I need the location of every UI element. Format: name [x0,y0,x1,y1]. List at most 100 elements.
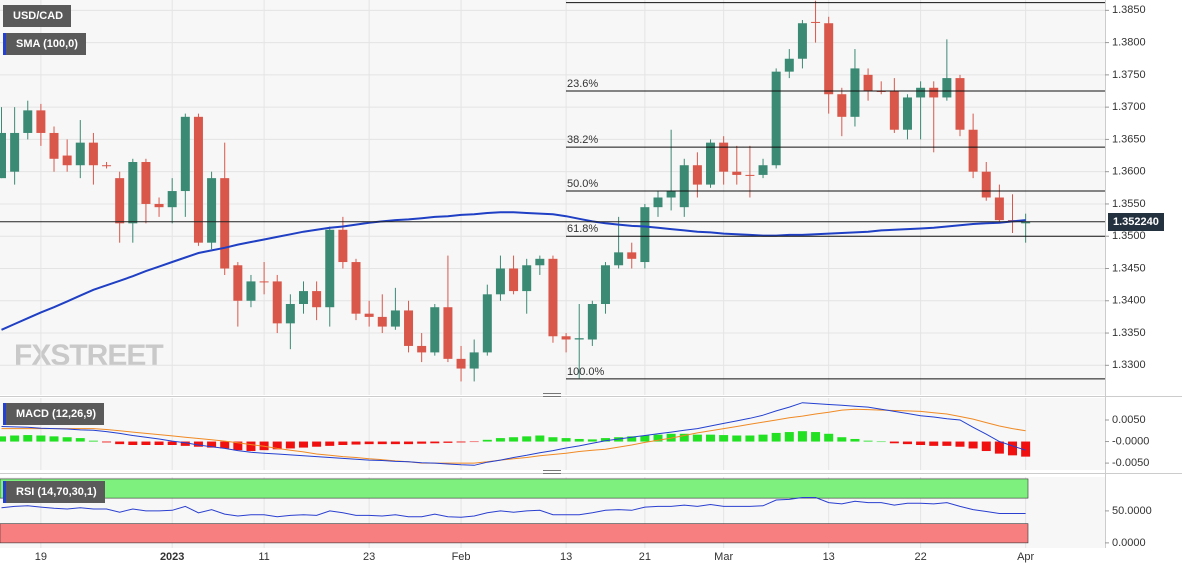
histogram-bar [653,434,663,442]
histogram-bar [10,435,20,442]
candle-body [75,142,85,166]
histogram-bar [285,441,295,449]
candle-body [207,178,217,243]
histogram-bar [837,437,847,442]
candle-body [640,207,650,263]
candle-body [548,258,558,337]
candle-body [377,316,387,327]
y-tick-label: 1.3700 [1112,101,1146,113]
candle-body [797,23,807,59]
candle-body [522,265,532,292]
candle-body [259,281,269,283]
y-tick-label: 0.0050 [1112,414,1146,426]
fib-label: 50.0% [567,178,598,190]
candle-body [430,307,440,353]
histogram-bar [233,441,243,451]
histogram-bar [167,441,177,445]
candle-body [509,268,519,292]
candle-body [495,268,505,295]
histogram-bar [62,437,72,442]
histogram-bar [784,432,794,442]
histogram-bar [23,435,33,442]
y-tick-label: 1.3400 [1112,295,1146,307]
candle-body [102,165,112,167]
legend-box[interactable]: MACD (12,26,9) [3,403,105,425]
candle-body [1021,222,1031,224]
candle-body [482,294,492,353]
candle-body [141,162,151,204]
histogram-bar [298,441,308,448]
histogram-bar [193,441,203,447]
candle-body [49,132,59,159]
histogram-bar [902,441,912,445]
candle-body [706,142,716,185]
candle-body [115,178,125,224]
candle-body [62,155,72,166]
histogram-bar [574,438,584,442]
histogram-bar [640,435,650,442]
y-tick-label: 1.3650 [1112,133,1146,145]
x-tick-label: Mar [714,551,733,563]
legend-box[interactable]: USD/CAD [3,5,72,27]
histogram-bar [246,441,256,452]
x-tick-label: 2023 [160,551,184,563]
resize-handle[interactable] [543,393,561,474]
y-tick-label: 1.3300 [1112,359,1146,371]
x-tick-label: 11 [258,551,269,563]
fib-label: 38.2% [567,134,598,146]
histogram-bar [495,438,505,442]
histogram-bar [561,438,571,442]
candle-body [666,191,676,198]
y-tick-label: 1.3850 [1112,4,1146,16]
x-tick-label: 13 [560,551,572,563]
macd-panel [0,398,1105,470]
histogram-bar [154,441,164,445]
histogram-bar [1008,441,1018,456]
histogram-bar [876,441,886,443]
histogram-bar [404,441,414,445]
candle-body [811,21,821,23]
candle-body [193,116,203,243]
x-tick-label: 19 [35,551,47,563]
candle-body [968,129,978,172]
legend-box[interactable]: RSI (14,70,30,1) [3,481,105,503]
histogram-bar [469,441,479,443]
watermark: FXSTREET [14,339,163,372]
candle-body [36,110,46,133]
legend-box[interactable]: SMA (100,0) [3,33,86,55]
histogram-bar [180,441,190,446]
histogram-bar [994,441,1004,454]
histogram-bar [968,441,978,449]
candle-body [10,132,20,172]
histogram-bar [929,441,939,446]
candle-body [535,258,545,266]
candle-body [298,291,308,304]
last-price-tag: 1.352240 [1108,212,1164,231]
candle-body [351,262,361,314]
x-tick-label: 21 [639,551,651,563]
candle-body [719,142,729,172]
histogram-bar [811,432,821,442]
x-tick-label: 23 [363,551,375,563]
candle-body [942,78,952,98]
histogram-bar [36,435,46,442]
fib-label: 61.8% [567,223,598,235]
histogram-bar [863,440,873,442]
histogram-bar [850,438,860,442]
x-tick-label: 13 [823,551,835,563]
histogram-bar [679,433,689,442]
histogram-bar [548,437,558,442]
rsi-line [1,497,1026,518]
candle-body [600,265,610,304]
y-tick-label: 1.3350 [1112,327,1146,339]
candle-body [824,23,834,95]
histogram-bar [942,441,952,446]
y-tick-label: -0.0050 [1112,457,1149,469]
y-tick-label: 0.0000 [1112,537,1146,549]
candle-body [456,358,466,369]
histogram-bar [509,437,519,442]
histogram-bar [75,438,85,442]
rsi-band [0,523,1029,544]
histogram-bar [141,441,151,445]
